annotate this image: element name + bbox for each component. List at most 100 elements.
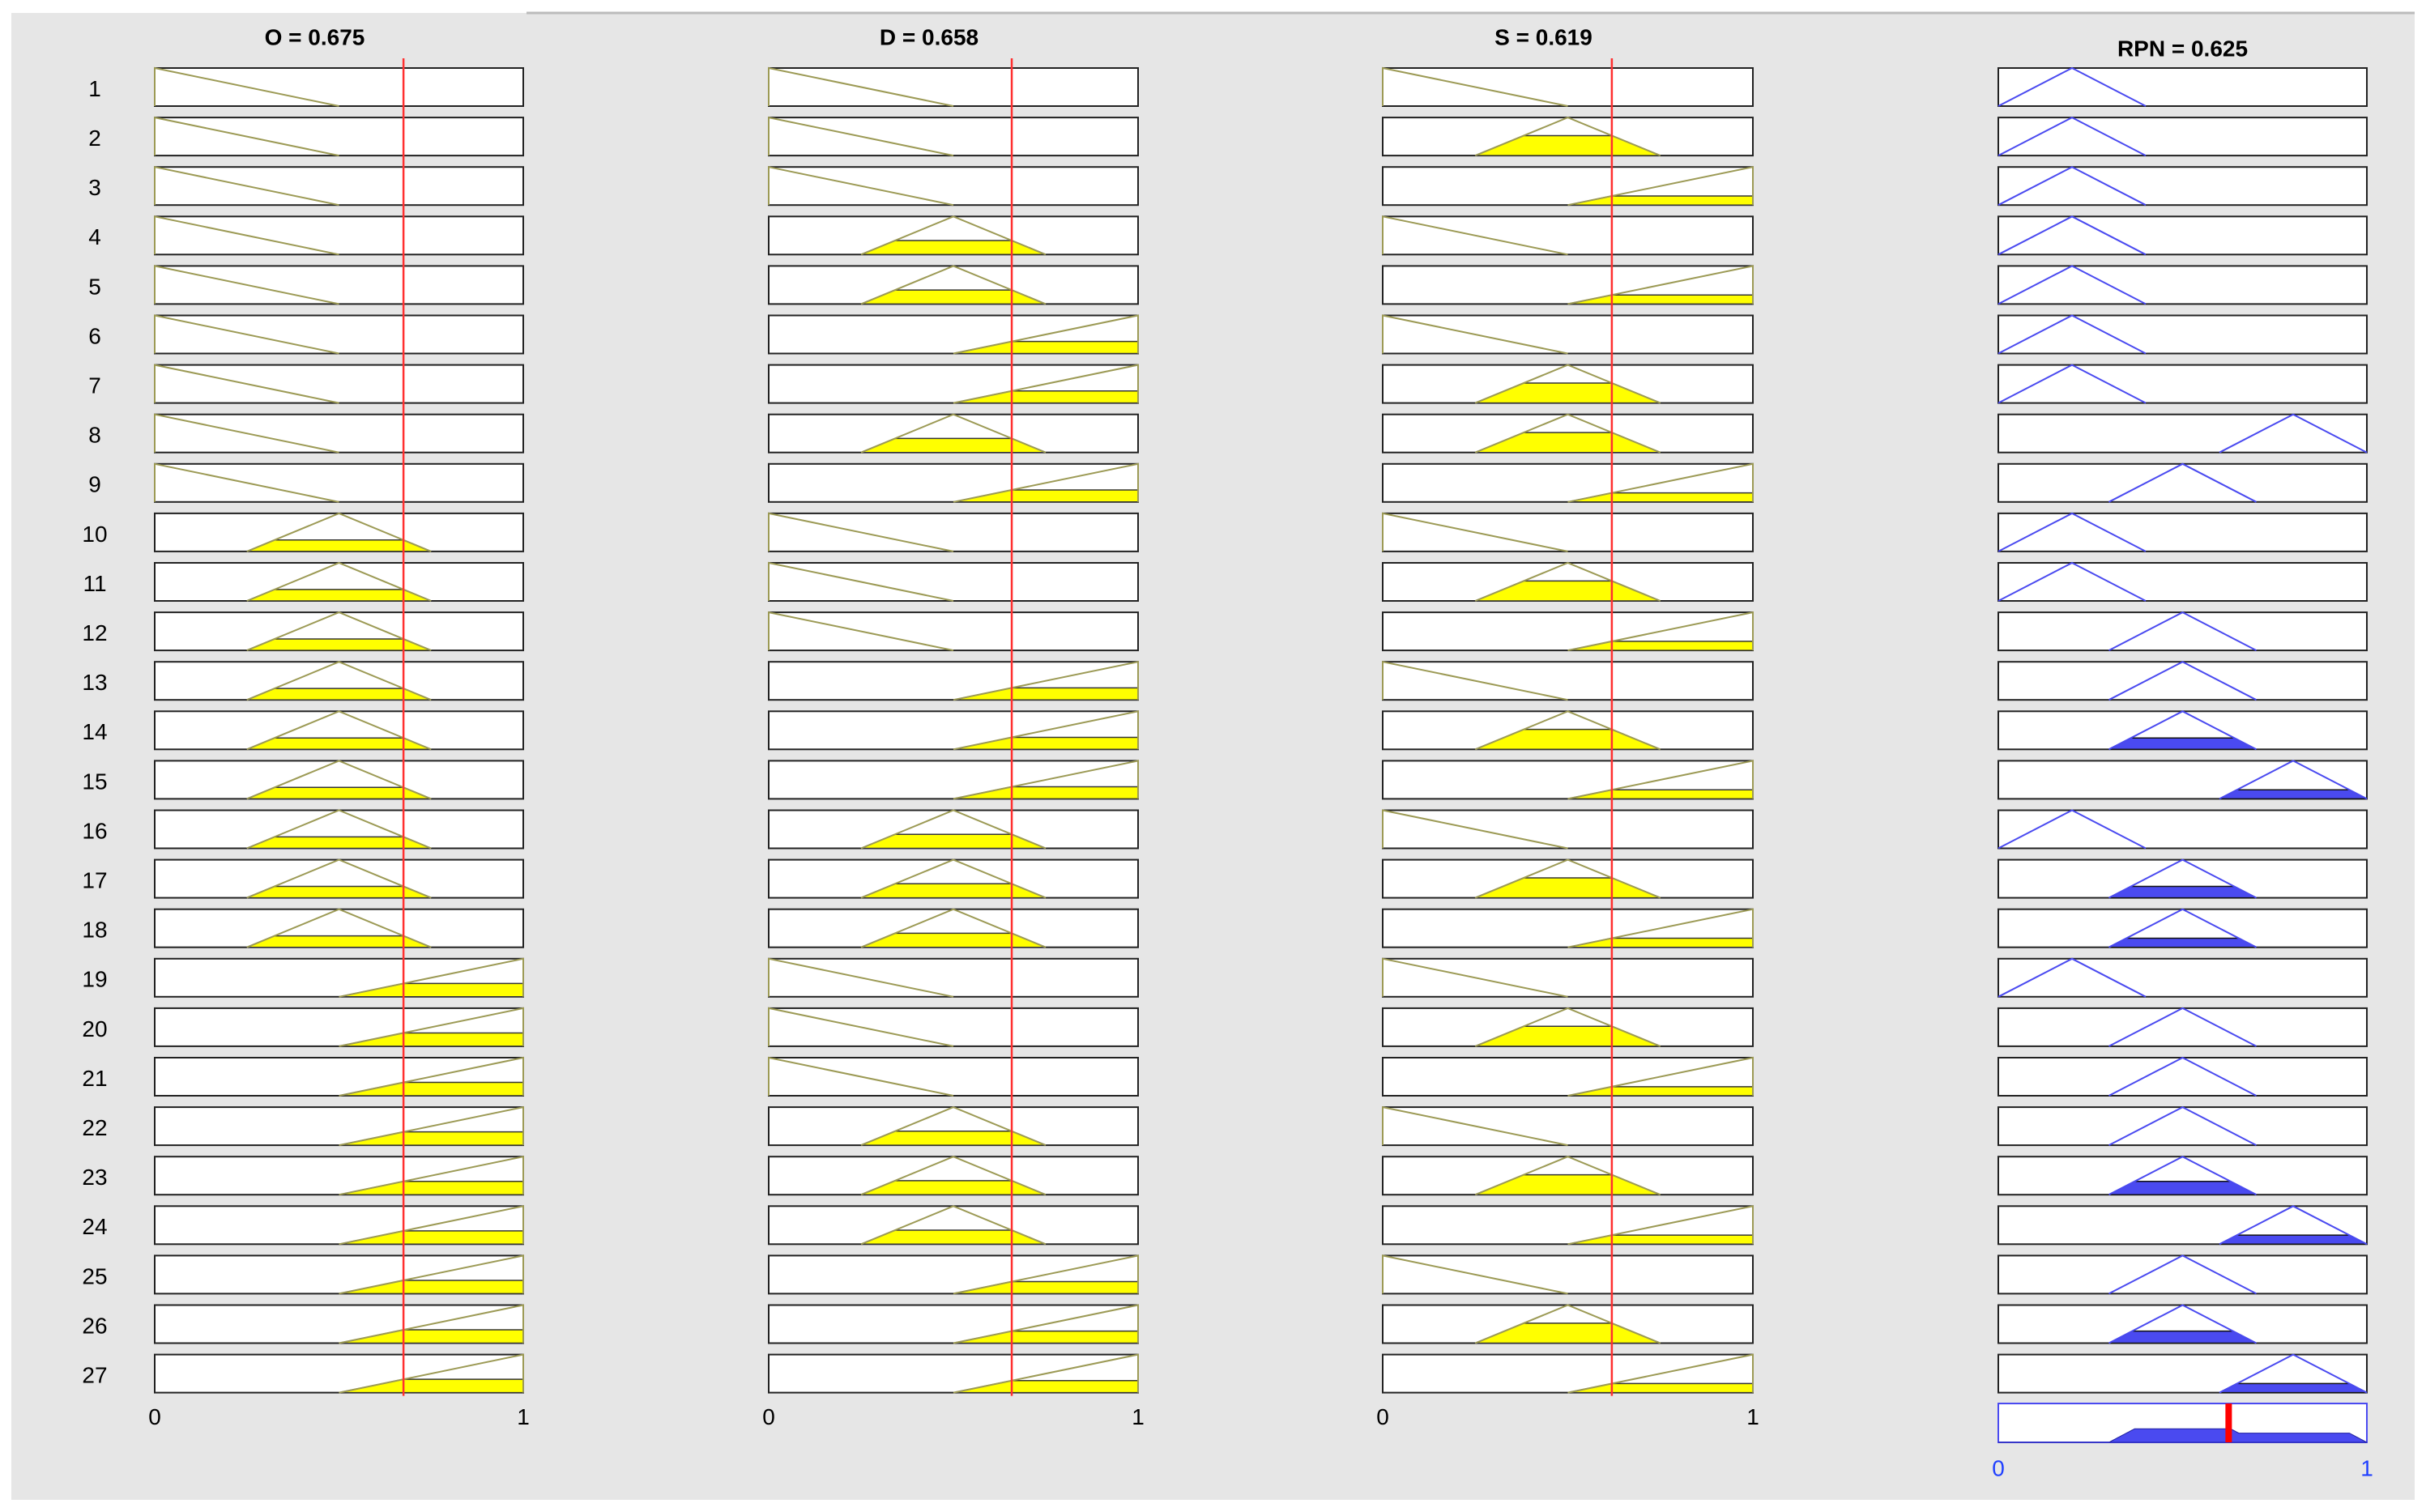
membership-function [768,1056,954,1097]
rule-cell [1998,1254,2368,1295]
rule-number: 22 [82,1115,107,1140]
x-tick-label: 1 [1746,1404,1759,1429]
rule-cell [1998,661,2368,701]
rule-cell [154,166,524,207]
membership-function [1567,611,1754,652]
membership-function [154,265,339,305]
rule-cell [1998,1007,2368,1047]
membership-function [1474,1156,1661,1196]
input-title: D = 0.658 [880,24,979,49]
membership-function [154,165,339,207]
membership-function [953,760,1139,800]
rule-cell [1998,364,2368,404]
membership-function [860,1205,1047,1246]
output-membership-function [2108,858,2257,899]
membership-function [953,462,1139,503]
membership-function [1382,512,1568,552]
rule-number: 9 [88,472,101,497]
membership-function [154,215,339,256]
rule-cell [154,462,524,503]
membership-function [1567,462,1754,503]
membership-function [1567,1353,1754,1394]
rule-cell [154,215,524,256]
rule-number: 18 [82,918,107,943]
output-membership-function [2108,462,2257,503]
rule-cell [1998,562,2368,602]
membership-function [1567,760,1754,800]
membership-function [860,908,1047,948]
membership-function [768,512,954,552]
membership-function [339,1007,524,1047]
input-title: O = 0.675 [265,24,365,49]
membership-function [1382,660,1568,701]
rule-cell [154,265,524,305]
rule-cell [768,117,1139,157]
membership-function [339,1155,524,1196]
output-membership-function [1998,809,2147,850]
rule-number: 6 [88,323,101,348]
rule-cell [1382,314,1754,355]
membership-function [154,364,339,404]
membership-function [768,165,954,207]
x-tick-label: 0 [148,1404,161,1429]
membership-function [1567,1205,1754,1246]
membership-function [953,364,1139,404]
membership-function [768,116,954,157]
membership-function [246,809,432,850]
rule-number: 15 [82,769,107,794]
membership-function [246,561,432,602]
rule-number: 24 [82,1214,107,1239]
membership-function [154,462,339,503]
rule-cell [1998,512,2368,552]
membership-function [953,314,1139,355]
membership-function [953,660,1139,701]
rule-number: 4 [88,224,101,249]
output-fill [2219,1234,2368,1246]
membership-function [1382,215,1568,256]
membership-function [246,908,432,948]
rule-number: 11 [83,571,106,596]
membership-function [1382,66,1568,107]
membership-function [246,661,432,701]
membership-function [860,215,1047,256]
output-fill [2108,885,2257,899]
rule-number: 10 [82,522,107,547]
rule-cell [768,1007,1139,1047]
rule-number: 3 [88,175,101,200]
output-x-tick-label: 1 [2360,1455,2373,1480]
membership-function [339,1205,524,1246]
rule-cell [154,314,524,355]
membership-function [953,1254,1139,1295]
membership-function [768,66,954,107]
membership-function [246,858,432,899]
rule-number: 17 [82,867,107,892]
membership-function [1474,1007,1661,1047]
rule-cell [1382,215,1754,256]
rule-cell [768,562,1139,602]
output-membership-function [2219,413,2368,454]
output-membership-function [1998,314,2147,355]
rule-cell [154,67,524,107]
output-membership-function [2108,1105,2257,1146]
rule-number: 26 [82,1313,107,1338]
membership-function [768,957,954,998]
membership-function [1567,908,1754,948]
output-membership-function [2108,908,2257,948]
membership-function [339,957,524,998]
rule-cell [1998,611,2368,652]
membership-function [1474,710,1661,751]
membership-function [860,1106,1047,1147]
output-membership-function [1998,166,2147,207]
membership-function [1382,809,1568,850]
output-membership-function [1998,512,2147,552]
rule-cell [1998,413,2368,454]
membership-function [246,710,432,751]
membership-function [1567,1056,1754,1097]
rule-cell [154,364,524,404]
rule-cell [768,512,1139,552]
output-fill [2108,1330,2257,1344]
rule-number: 7 [88,373,101,398]
rule-cell [1998,166,2368,207]
output-x-tick-label: 0 [1992,1455,2005,1480]
